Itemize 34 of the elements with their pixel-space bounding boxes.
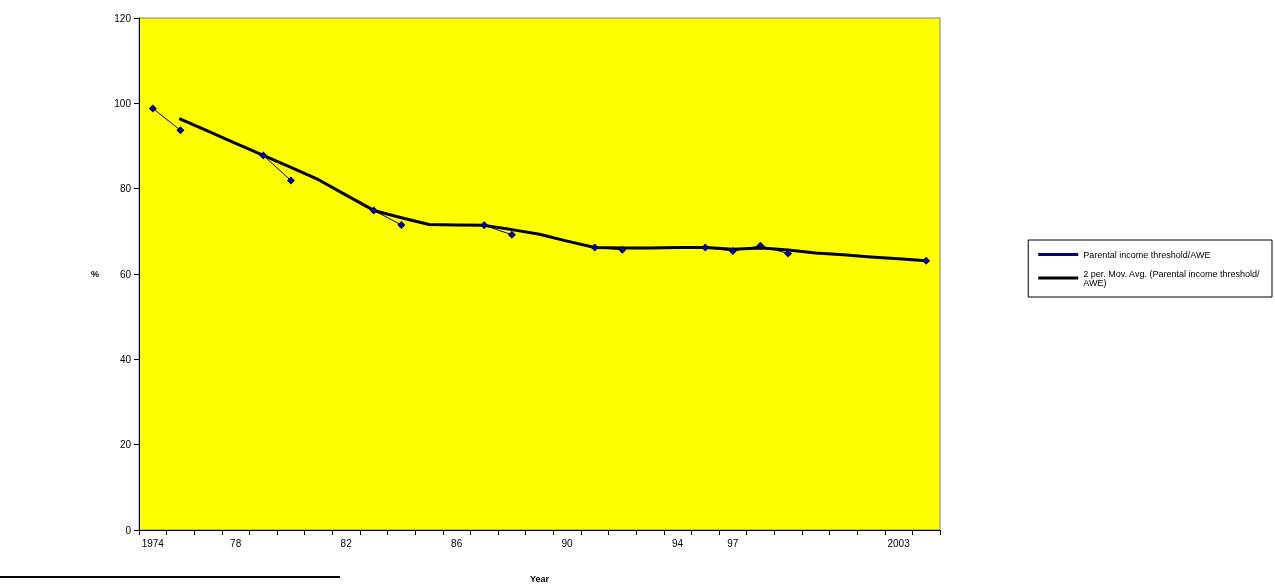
point xyxy=(756,241,765,250)
point xyxy=(507,230,516,239)
point xyxy=(922,256,931,265)
x-axis-title: Year xyxy=(529,573,550,584)
x-tick-label: 1974 xyxy=(141,537,165,549)
x-tick-label: 2003 xyxy=(887,537,911,549)
point xyxy=(286,176,295,185)
point xyxy=(176,126,185,135)
point xyxy=(728,246,737,255)
x-tick-label: 86 xyxy=(451,537,463,549)
point xyxy=(397,220,406,229)
point xyxy=(590,243,599,252)
x-tick-label: 94 xyxy=(672,537,684,549)
x-tick-label: 90 xyxy=(561,537,574,549)
y-tick-label: 60 xyxy=(119,268,132,280)
point xyxy=(369,206,378,215)
point xyxy=(259,151,268,160)
x-tick-label: 78 xyxy=(230,537,242,549)
point xyxy=(148,104,157,113)
y-tick-label: 80 xyxy=(119,183,132,195)
point xyxy=(480,221,489,230)
y-tick-label: 0 xyxy=(125,524,132,536)
y-tick-label: 120 xyxy=(114,12,132,24)
point xyxy=(701,243,710,252)
point xyxy=(784,249,793,258)
x-tick-label: 97 xyxy=(727,537,739,549)
y-tick-label: 20 xyxy=(119,439,132,451)
y-axis-title: % xyxy=(90,269,99,279)
y-tick-label: 100 xyxy=(114,97,132,109)
legend-label: 2 per. Mov. Avg. (Parental income threshold/AWE) xyxy=(1083,268,1260,288)
point xyxy=(618,245,627,254)
legend-label: Parental income threshold/AWE xyxy=(1083,249,1211,260)
x-tick-label: 82 xyxy=(340,537,353,549)
y-tick-label: 40 xyxy=(119,353,132,365)
